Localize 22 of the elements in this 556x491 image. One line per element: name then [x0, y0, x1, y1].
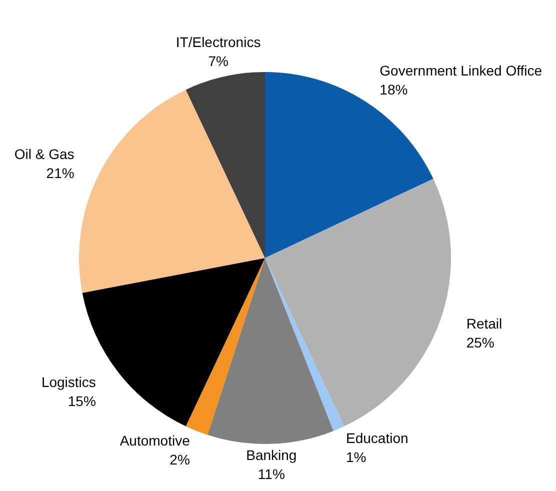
pie-slice [208, 258, 334, 444]
pie-slice [265, 258, 344, 431]
data-label: 11% [258, 466, 285, 482]
slice-label: Retail [466, 315, 502, 332]
data-label: 21% [46, 164, 74, 181]
data-label: 25% [466, 334, 494, 350]
slice-label: Banking [246, 446, 297, 463]
pie-slice [186, 72, 265, 258]
slice-label: Logistics [41, 374, 96, 390]
slice-label: Education [346, 430, 408, 446]
slice-label: Oil & Gas [14, 146, 74, 162]
data-label: 15% [68, 393, 96, 410]
slice-label: IT/Electronics [176, 34, 261, 50]
slice-label: Government Linked Office [380, 62, 542, 78]
slice-label: Automotive [120, 432, 190, 449]
data-label: 1% [346, 449, 366, 466]
pie-slice [79, 90, 265, 293]
data-label: 7% [208, 53, 228, 70]
data-label: 18% [380, 81, 408, 98]
pie-slice [265, 178, 451, 426]
data-label: 2% [170, 452, 190, 468]
pie-slice [186, 258, 265, 435]
